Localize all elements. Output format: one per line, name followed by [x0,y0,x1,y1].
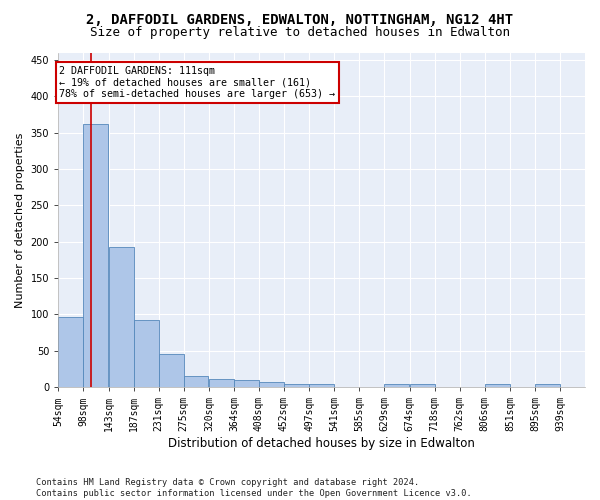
Bar [485,384,509,387]
Text: Size of property relative to detached houses in Edwalton: Size of property relative to detached ho… [90,26,510,39]
Y-axis label: Number of detached properties: Number of detached properties [15,132,25,308]
Bar [259,382,284,387]
Bar [384,384,409,387]
Bar [58,318,83,387]
Text: 2 DAFFODIL GARDENS: 111sqm
← 19% of detached houses are smaller (161)
78% of sem: 2 DAFFODIL GARDENS: 111sqm ← 19% of deta… [59,66,335,99]
Bar [158,354,184,387]
Bar [209,379,234,387]
Bar [234,380,259,387]
Bar [310,384,334,387]
Text: 2, DAFFODIL GARDENS, EDWALTON, NOTTINGHAM, NG12 4HT: 2, DAFFODIL GARDENS, EDWALTON, NOTTINGHA… [86,12,514,26]
Bar [184,376,208,387]
Bar [83,124,108,387]
Bar [535,384,560,387]
Bar [134,320,158,387]
Text: Contains HM Land Registry data © Crown copyright and database right 2024.
Contai: Contains HM Land Registry data © Crown c… [36,478,472,498]
Bar [284,384,309,387]
Bar [109,247,134,387]
X-axis label: Distribution of detached houses by size in Edwalton: Distribution of detached houses by size … [168,437,475,450]
Bar [410,384,435,387]
